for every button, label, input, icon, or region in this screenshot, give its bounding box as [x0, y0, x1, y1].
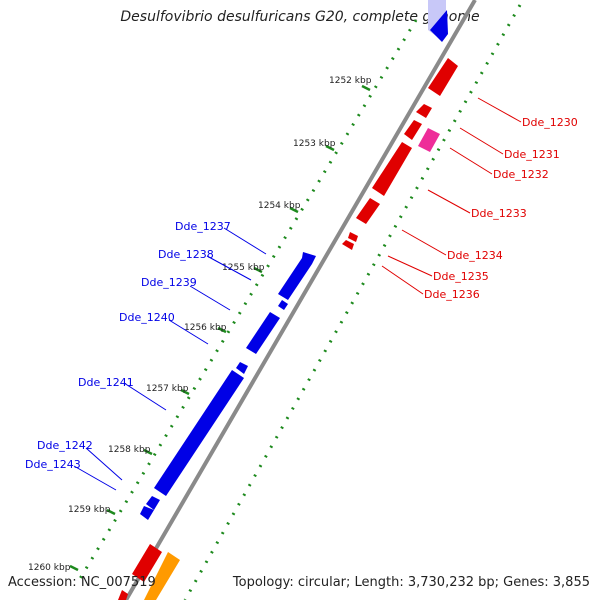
label-connector [381, 265, 424, 295]
gene-label[interactable]: Dde_1236 [424, 288, 480, 301]
label-connector [85, 447, 123, 481]
gene-arrow[interactable] [236, 362, 248, 374]
label-connector [427, 189, 471, 214]
label-connector [459, 127, 504, 155]
inner-dotted-track [76, 19, 418, 583]
label-connector [168, 319, 209, 345]
kbp-label: 1260 kbp [28, 563, 71, 573]
gene-label[interactable]: Dde_1241 [78, 376, 134, 389]
label-connector [223, 227, 267, 255]
kbp-label: 1257 kbp [146, 384, 189, 394]
gene-arrow[interactable] [356, 198, 380, 224]
gene-label[interactable]: Dde_1233 [471, 207, 527, 220]
gene-label[interactable]: Dde_1235 [433, 270, 489, 283]
kbp-tick [325, 144, 335, 152]
gene-arrow[interactable] [428, 58, 458, 96]
label-connector [401, 229, 447, 256]
gene-label[interactable]: Dde_1239 [141, 276, 197, 289]
label-connector [206, 255, 252, 281]
kbp-tick [289, 206, 299, 214]
gene-arrow[interactable] [418, 128, 440, 152]
kbp-tick [180, 388, 190, 396]
gene-arrow[interactable] [372, 142, 412, 196]
kbp-tick [69, 564, 79, 572]
gene-arrow[interactable] [132, 544, 162, 582]
left-gene-labels: Dde_1237 Dde_1238 Dde_1239 Dde_1240 Dde_… [25, 220, 231, 471]
gene-label[interactable]: Dde_1243 [25, 458, 81, 471]
gene-label[interactable]: Dde_1240 [119, 311, 175, 324]
gene-label[interactable]: Dde_1234 [447, 249, 503, 262]
gene-label[interactable]: Dde_1242 [37, 439, 93, 452]
gene-arrow[interactable] [144, 552, 180, 600]
kbp-tick [253, 266, 263, 274]
right-label-connectors [381, 97, 522, 295]
gene-arrow[interactable] [348, 232, 358, 242]
gene-arrow[interactable] [416, 104, 432, 118]
label-connector [189, 285, 231, 311]
gene-label[interactable]: Dde_1237 [175, 220, 231, 233]
gene-arrow[interactable] [154, 370, 244, 496]
kbp-ruler: 1252 kbp 1253 kbp 1254 kbp 1255 kbp 1256… [28, 76, 372, 573]
map-title: Desulfovibrio desulfuricans G20, complet… [120, 9, 480, 25]
kbp-label: 1258 kbp [108, 445, 151, 455]
label-connector [477, 97, 522, 123]
gene-arrow[interactable] [404, 120, 422, 140]
accession-text: Accession: NC_007519 [8, 575, 156, 590]
gene-arrow[interactable] [246, 312, 280, 354]
outer-dotted-track [183, 4, 522, 600]
reverse-strand-genes [140, 252, 316, 520]
gene-label[interactable]: Dde_1232 [493, 168, 549, 181]
gene-arrow[interactable] [430, 10, 448, 42]
kbp-tick [217, 326, 227, 334]
kbp-label: 1256 kbp [184, 323, 227, 333]
kbp-tick [361, 84, 371, 92]
kbp-tick [143, 448, 153, 456]
label-connector [123, 382, 167, 411]
gene-arrow[interactable] [342, 240, 354, 250]
forward-strand-genes [118, 0, 458, 600]
topology-text: Topology: circular; Length: 3,730,232 bp… [232, 575, 590, 590]
label-connector [387, 255, 433, 277]
gene-label[interactable]: Dde_1238 [158, 248, 214, 261]
gene-arrow[interactable] [118, 590, 128, 600]
gene-arrow[interactable] [146, 496, 160, 510]
kbp-label: 1254 kbp [258, 201, 301, 211]
left-label-connectors [73, 227, 267, 491]
kbp-label: 1252 kbp [329, 76, 372, 86]
kbp-label: 1259 kbp [68, 505, 111, 515]
gene-arrow[interactable] [278, 300, 288, 310]
gene-arrow[interactable] [278, 252, 316, 300]
kbp-label: 1255 kbp [222, 263, 265, 273]
gene-label[interactable]: Dde_1230 [522, 116, 578, 129]
genome-backbone [124, 0, 477, 600]
kbp-label: 1253 kbp [293, 139, 336, 149]
label-connector [73, 465, 117, 491]
label-connector [449, 147, 493, 175]
gene-arrow[interactable] [140, 506, 154, 520]
kbp-tick [106, 508, 116, 516]
gene-label[interactable]: Dde_1231 [504, 148, 560, 161]
right-gene-labels: Dde_1230 Dde_1231 Dde_1232 Dde_1233 Dde_… [424, 116, 578, 301]
